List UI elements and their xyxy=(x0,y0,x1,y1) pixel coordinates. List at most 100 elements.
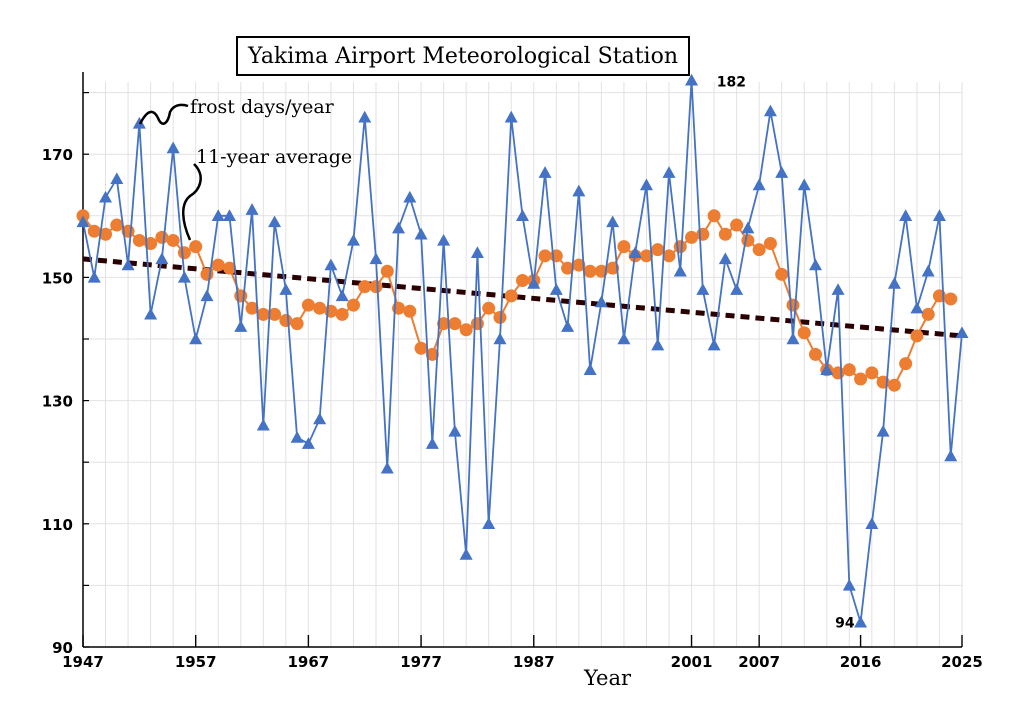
average-point xyxy=(639,249,653,263)
frost-days-point xyxy=(482,517,496,529)
x-tick-label: 1977 xyxy=(400,653,442,671)
average-point xyxy=(87,224,101,238)
x-axis-label: Year xyxy=(584,666,632,690)
frost-days-point xyxy=(256,418,270,431)
average-point xyxy=(132,233,146,247)
average-point xyxy=(166,233,180,247)
frost-days-point xyxy=(437,233,451,246)
frost-days-point xyxy=(730,283,744,295)
frost-days-point xyxy=(234,320,248,332)
frost-days-point xyxy=(876,424,890,437)
average-point xyxy=(279,314,293,328)
frost-days-point xyxy=(775,166,789,178)
x-tick-label: 2001 xyxy=(671,653,713,671)
frost-days-point xyxy=(842,578,856,591)
frost-days-point xyxy=(200,289,214,302)
frost-days-point xyxy=(155,252,169,265)
average-point xyxy=(685,230,699,244)
average-point xyxy=(583,264,597,278)
frost-days-point xyxy=(685,73,699,86)
frost-days-point xyxy=(887,277,901,289)
frost-days-point xyxy=(628,246,642,258)
average-point xyxy=(459,323,473,337)
average-point xyxy=(493,310,507,324)
frost-days-point xyxy=(358,110,372,123)
frost-days-point xyxy=(313,412,327,425)
average-point xyxy=(718,227,732,241)
frost-days-point xyxy=(831,283,845,295)
frost-days-point xyxy=(617,332,631,345)
trend-line xyxy=(82,256,963,339)
frost-days-point xyxy=(718,252,732,265)
y-tick-label: 110 xyxy=(42,516,73,534)
y-tick-label: 170 xyxy=(42,146,73,164)
average-point xyxy=(99,227,113,241)
frost-days-point xyxy=(470,246,484,258)
average-point xyxy=(335,307,349,321)
average-point xyxy=(211,258,225,272)
frost-days-point xyxy=(561,320,575,332)
y-tick-label: 150 xyxy=(42,269,73,287)
average-point xyxy=(831,366,845,380)
frost-days-point xyxy=(516,209,529,221)
average-point xyxy=(470,317,484,331)
frost-days-point xyxy=(549,283,563,295)
x-tick-label: 1987 xyxy=(513,653,555,671)
frost-days-point xyxy=(820,363,834,375)
average-point xyxy=(572,258,586,272)
average-point xyxy=(887,378,901,392)
frost-days-point xyxy=(651,338,665,351)
average-point xyxy=(380,264,394,278)
average-point xyxy=(290,317,304,331)
frost-days-point xyxy=(189,332,203,345)
frost-days-point xyxy=(673,264,687,277)
frost-days-point xyxy=(301,437,315,449)
frost-days-point xyxy=(797,178,811,191)
average-point xyxy=(177,246,191,260)
average-point xyxy=(448,317,462,331)
annotation-frost-days: frost days/year xyxy=(190,96,334,118)
frost-days-point xyxy=(955,326,969,339)
frost-days-point xyxy=(380,461,394,474)
average-point xyxy=(189,240,203,254)
average-point xyxy=(662,249,676,263)
frost-days-point xyxy=(245,203,259,215)
frost-days-point xyxy=(144,307,158,320)
frost-days-point xyxy=(290,431,304,443)
frost-days-point xyxy=(459,548,473,560)
frost-days-point xyxy=(177,270,191,283)
min-value-label: 94 xyxy=(835,615,855,631)
x-tick-label: 1957 xyxy=(175,653,217,671)
average-point xyxy=(797,326,811,340)
frost-days-point xyxy=(594,295,608,308)
average-point xyxy=(730,218,744,232)
average-point xyxy=(865,366,879,380)
frost-days-point xyxy=(786,332,800,345)
average-point xyxy=(268,307,282,321)
average-point xyxy=(921,307,935,321)
x-tick-label: 2025 xyxy=(941,653,983,671)
frost-days-point xyxy=(324,258,338,271)
average-point xyxy=(707,209,721,223)
frost-days-point xyxy=(932,209,946,221)
frost-days-point xyxy=(809,258,822,271)
average-point xyxy=(223,261,236,275)
frost-days-point xyxy=(403,190,417,203)
average-point xyxy=(313,301,327,315)
frost-days-point xyxy=(865,517,879,529)
average-point xyxy=(910,329,924,343)
average-point xyxy=(516,273,529,287)
x-tick-label: 2016 xyxy=(840,653,882,671)
frost-days-point xyxy=(268,215,282,228)
average-point xyxy=(425,347,439,361)
average-point xyxy=(245,301,259,315)
average-point xyxy=(538,249,552,263)
average-point xyxy=(899,357,913,371)
average-point xyxy=(752,243,766,257)
frost-days-point xyxy=(493,332,507,345)
average-point xyxy=(256,307,270,321)
average-point xyxy=(482,301,496,315)
frost-days-point xyxy=(87,270,101,283)
frost-days-point xyxy=(223,209,236,221)
